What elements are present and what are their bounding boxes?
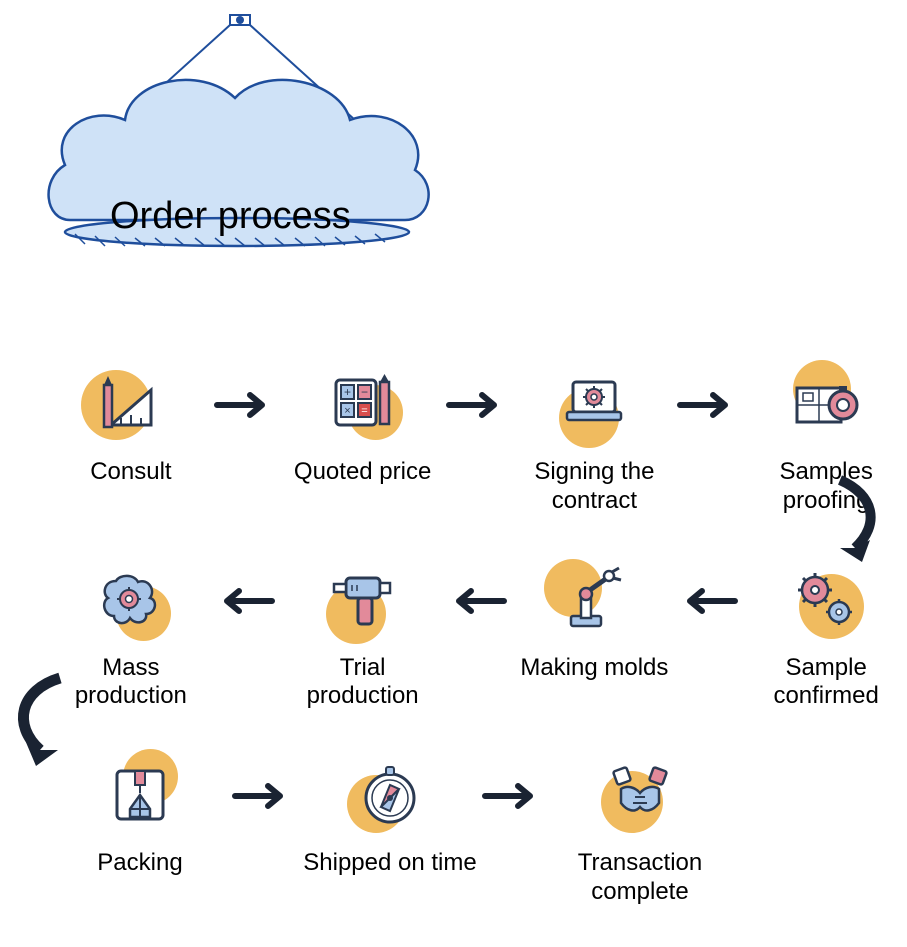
page-title: Order process [110,195,351,238]
compass-icon [355,761,425,831]
cloud-sign-header: Order process [30,10,450,310]
arrow-right-icon [675,360,745,450]
process-row-1: Consult + − × = [50,360,907,516]
step-label: Signing the contract [514,458,676,516]
arrow-right-icon [212,360,282,450]
robot-arm-icon [559,566,629,636]
laptop-gear-icon [559,370,629,440]
calculator-icon: + − × = [328,370,398,440]
step-label: Sample confirmed [745,654,907,712]
step-trial-production: Trial production [282,556,444,712]
step-label: Making molds [520,654,668,683]
step-consult: Consult [50,360,212,487]
svg-text:+: + [344,385,351,399]
svg-text:−: − [361,385,368,399]
step-label: Packing [97,849,182,878]
process-flow: Consult + − × = [0,360,907,947]
step-sample-confirmed: Sample confirmed [745,556,907,712]
step-label: Shipped on time [303,849,476,878]
arrow-left-icon [675,556,745,646]
handshake-icon [605,761,675,831]
svg-text:=: = [361,405,367,417]
step-signing-contract: Signing the contract [514,360,676,516]
arrow-left-icon [444,556,514,646]
step-transaction-complete: Transaction complete [550,751,730,907]
cloud-svg [30,10,450,310]
blueprint-icon [791,370,861,440]
step-label: Transaction complete [550,849,730,907]
step-label: Consult [90,458,171,487]
arrow-left-icon [212,556,282,646]
step-label: Quoted price [294,458,431,487]
process-row-3: Packing Shipped on time [50,751,907,907]
svg-text:×: × [344,405,350,417]
arrow-right-icon [230,751,300,841]
step-quoted-price: + − × = Quoted price [282,360,444,487]
ruler-pencil-icon [96,370,166,440]
printer-box-icon [105,761,175,831]
drill-icon [328,566,398,636]
brain-gear-icon [96,566,166,636]
arrow-right-icon [444,360,514,450]
step-packing: Packing [50,751,230,878]
step-shipped: Shipped on time [300,751,480,878]
gears-icon [791,566,861,636]
step-label: Trial production [282,654,444,712]
process-row-2: Mass production Trial production [50,556,907,712]
step-making-molds: Making molds [514,556,676,683]
arrow-right-icon [480,751,550,841]
